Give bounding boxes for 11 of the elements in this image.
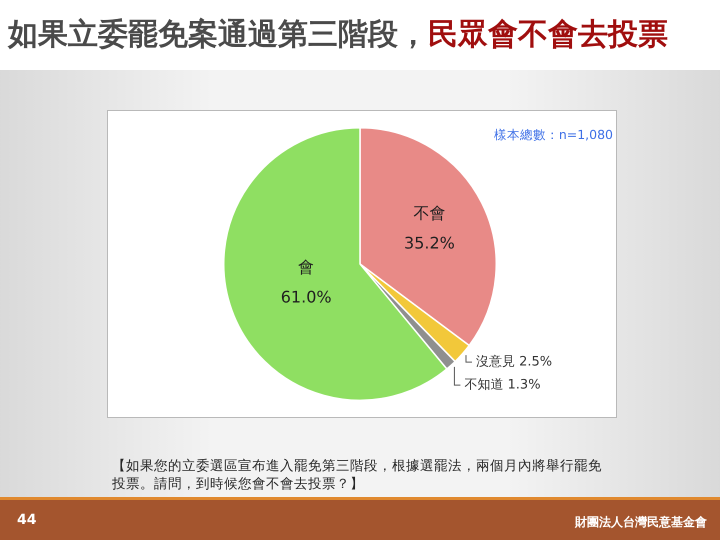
slice-label: 不知道 1.3% [464,377,541,392]
chart-title: 如果立委罷免案通過第三階段，民眾會不會去投票 [8,17,668,52]
text: 樣本總數：n=1,080 [494,127,613,144]
text: 44 [17,512,36,528]
data-label: 61.0% [280,288,332,307]
slice-label: 沒意見 2.5% [476,354,552,370]
text: 財團法人台灣民意基金會 [575,514,707,531]
slice-label: 會 [298,258,314,277]
data-label: 35.2% [404,233,455,252]
text: 【如果您的立委選區宣布進入罷免第三階段，根據選罷法，兩個月內將舉行罷免投票。請問，到時候您會不會去投票？】 [112,457,603,493]
slice-label: 不會 [413,203,446,222]
